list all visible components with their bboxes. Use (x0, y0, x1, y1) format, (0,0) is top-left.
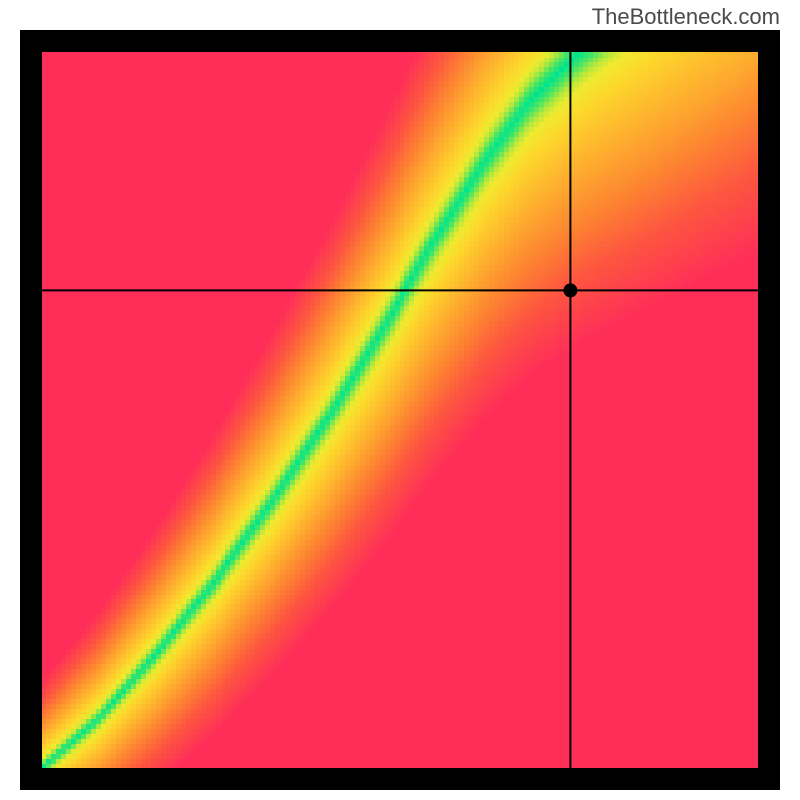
bottleneck-heatmap (20, 30, 780, 790)
attribution-text: TheBottleneck.com (592, 4, 780, 30)
